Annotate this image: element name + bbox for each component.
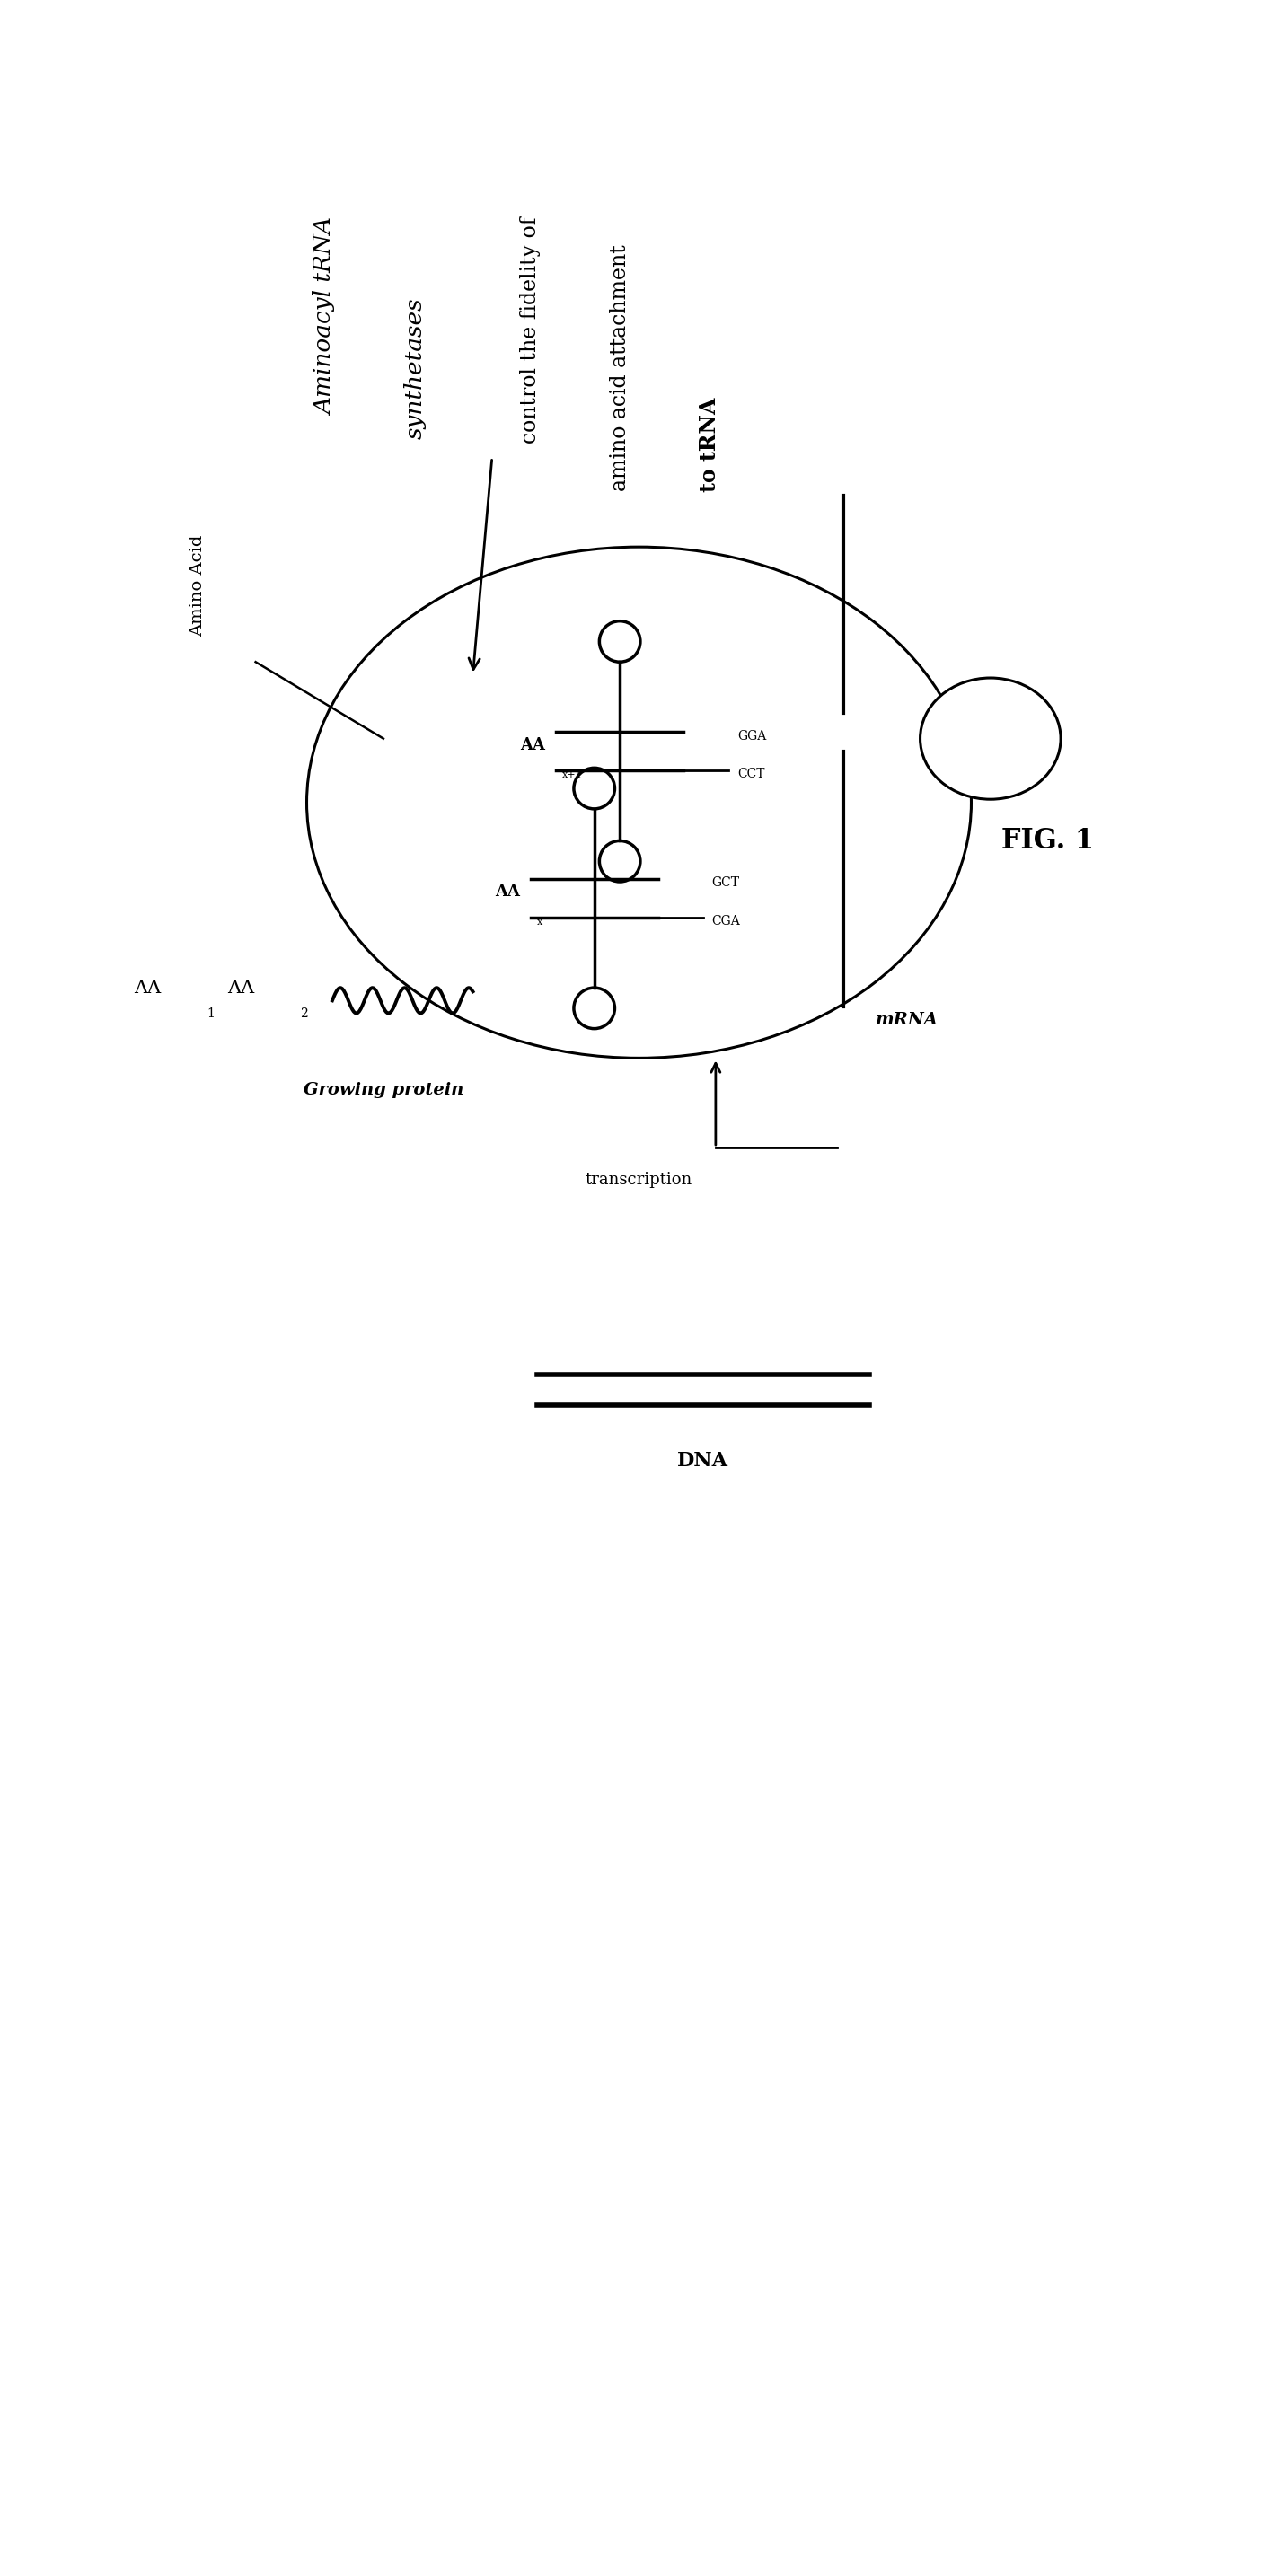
Text: FIG. 1: FIG. 1 (1002, 827, 1094, 855)
Text: transcription: transcription (585, 1172, 693, 1188)
Text: CCT: CCT (737, 768, 764, 781)
Text: synthetases: synthetases (404, 296, 427, 438)
Text: 2: 2 (300, 1007, 308, 1020)
Text: DNA: DNA (677, 1450, 728, 1471)
Ellipse shape (307, 546, 971, 1059)
Text: CGA: CGA (712, 914, 740, 927)
Text: GGA: GGA (737, 729, 767, 742)
Text: control the fidelity of: control the fidelity of (520, 216, 541, 443)
Text: AA: AA (520, 737, 546, 752)
Text: 1: 1 (207, 1007, 215, 1020)
Text: GCT: GCT (712, 876, 740, 889)
Text: to tRNA: to tRNA (699, 397, 720, 492)
Text: Amino Acid: Amino Acid (190, 533, 206, 636)
Text: mRNA: mRNA (875, 1012, 938, 1028)
Ellipse shape (920, 677, 1061, 799)
Text: amino acid attachment: amino acid attachment (610, 245, 630, 492)
Text: AA: AA (495, 884, 520, 899)
Text: Growing protein: Growing protein (303, 1082, 464, 1097)
Text: Aminoacyl tRNA: Aminoacyl tRNA (314, 219, 337, 415)
Text: x: x (537, 917, 542, 927)
Text: AA: AA (227, 979, 254, 997)
Text: x+1: x+1 (562, 770, 583, 781)
Text: AA: AA (134, 979, 161, 997)
